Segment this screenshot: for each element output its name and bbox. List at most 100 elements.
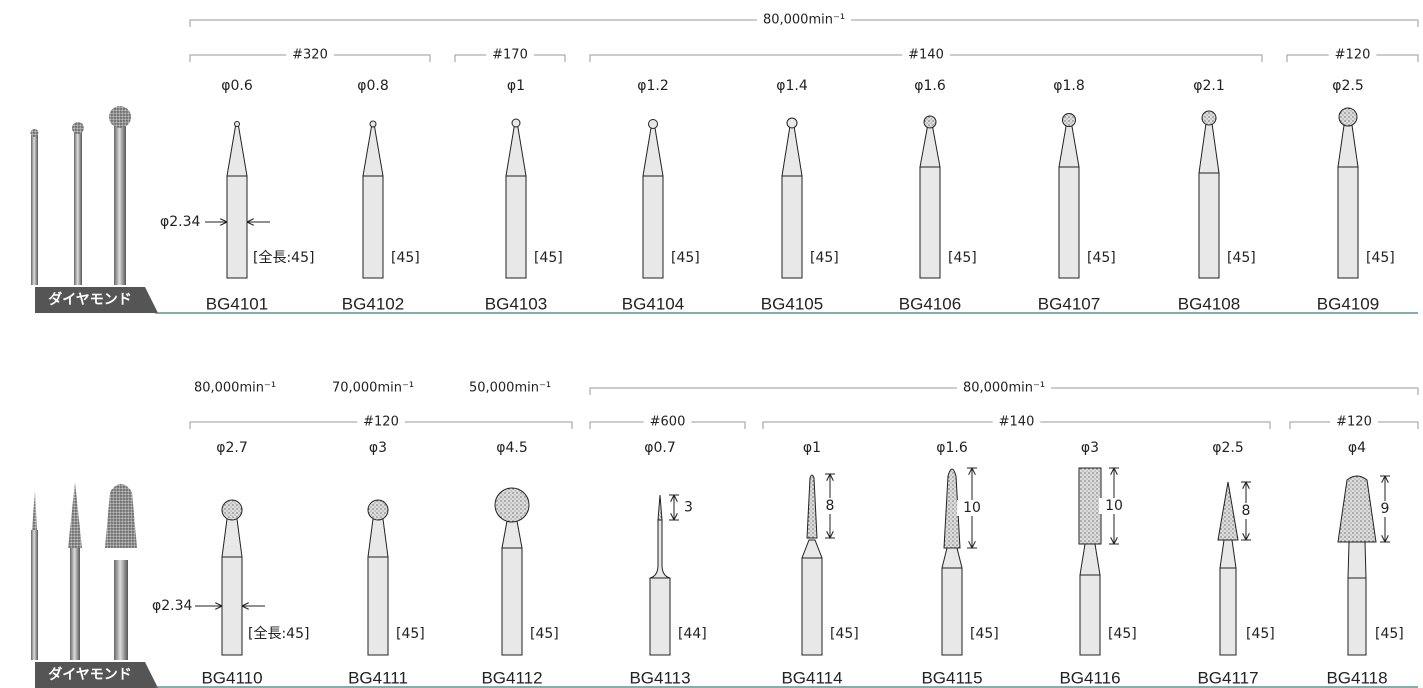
shank [1198, 172, 1220, 279]
shank [919, 166, 941, 279]
material-tag [35, 662, 158, 688]
neck [1198, 124, 1220, 174]
shank [362, 175, 384, 279]
product-code: BG4117 [1197, 668, 1258, 687]
label-bg [1328, 47, 1377, 63]
diameter: φ4 [1348, 440, 1366, 456]
shank [941, 567, 963, 656]
neck [801, 539, 823, 559]
neck [649, 519, 671, 579]
product-code: BG4103 [485, 294, 547, 313]
overall-length: [45] [970, 626, 999, 642]
shank [649, 577, 671, 656]
head-length: 10 [1105, 498, 1123, 514]
speed-label: 80,000min⁻¹ [194, 381, 276, 396]
shank [1219, 567, 1237, 656]
head [657, 494, 663, 521]
bracket-label: 80,000min⁻¹ [963, 381, 1045, 396]
product-code: BG4114 [781, 668, 842, 687]
overall-length: [45] [1227, 250, 1256, 266]
neck [1219, 539, 1237, 569]
neck [642, 127, 664, 177]
head [648, 119, 658, 129]
neck [1079, 543, 1101, 576]
bracket-label: #140 [999, 415, 1035, 430]
shank-diameter: φ2.34 [152, 598, 193, 614]
diameter: φ1.6 [936, 440, 968, 456]
product-code: BG4112 [481, 668, 542, 687]
neck [221, 518, 243, 558]
overall-length: [45] [1246, 626, 1275, 642]
head-length: 9 [1381, 501, 1390, 517]
head [806, 474, 818, 539]
diameter: φ1.6 [914, 78, 946, 94]
label-bg [1330, 414, 1378, 430]
product-code: BG4118 [1326, 668, 1387, 687]
shank [1058, 166, 1080, 279]
label-bg [756, 12, 852, 28]
head [1337, 475, 1377, 543]
diameter: φ2.7 [216, 440, 248, 456]
product-photo [31, 482, 137, 660]
product-code: BG4108 [1178, 294, 1240, 313]
neck [781, 127, 803, 177]
diameter: φ0.8 [357, 78, 389, 94]
overall-length: [45] [1375, 626, 1404, 642]
diameter: φ1.4 [776, 78, 808, 94]
label-bg [486, 47, 534, 63]
bracket-label: #600 [650, 415, 686, 430]
label-bg [819, 498, 841, 514]
label-bg [1099, 498, 1129, 514]
label-bg [992, 414, 1041, 430]
neck [1337, 125, 1359, 168]
head-length: 10 [963, 500, 981, 516]
neck [1347, 541, 1367, 579]
material-tag [35, 287, 158, 313]
overall-length: [全長:45] [248, 625, 309, 642]
head [1338, 107, 1358, 127]
overall-length: [45] [530, 626, 559, 642]
overall-length: [45] [830, 626, 859, 642]
product-code: BG4110 [201, 668, 262, 687]
head [369, 120, 377, 128]
neck [362, 126, 384, 177]
label-bg [1374, 501, 1396, 517]
label-bg [357, 414, 405, 430]
product-code: BG4105 [761, 294, 823, 313]
diameter: φ2.1 [1193, 78, 1225, 94]
shank [1347, 577, 1367, 656]
product-code: BG4101 [206, 294, 268, 313]
shank [1337, 166, 1359, 279]
bracket-label: #120 [1335, 48, 1371, 63]
overall-length: [45] [391, 250, 420, 266]
overall-length: [45] [948, 250, 977, 266]
neck [367, 518, 389, 558]
diameter: φ1.8 [1053, 78, 1085, 94]
material-label: ダイヤモンド [48, 666, 132, 683]
material-label: ダイヤモンド [48, 291, 132, 308]
label-bg [956, 380, 1052, 396]
label-bg [1235, 503, 1257, 519]
bracket-label: #170 [492, 48, 528, 63]
shank [781, 175, 803, 279]
speed-label: 50,000min⁻¹ [469, 381, 551, 396]
head [786, 117, 798, 129]
neck [501, 520, 523, 549]
diameter: φ0.7 [644, 440, 676, 456]
product-code: BG4111 [348, 668, 408, 687]
head-length: 3 [684, 500, 693, 516]
neck [919, 127, 941, 168]
diameter: φ2.5 [1212, 440, 1244, 456]
neck [1058, 125, 1080, 168]
label-bg [286, 47, 334, 63]
head [367, 499, 389, 521]
shank [221, 556, 243, 656]
overall-length: [45] [1108, 626, 1137, 642]
label-bg [902, 47, 950, 63]
diameter: φ4.5 [496, 440, 528, 456]
head [1062, 113, 1076, 127]
product-code: BG4106 [899, 294, 961, 313]
head-length: 8 [1242, 503, 1251, 519]
overall-length: [45] [534, 250, 563, 266]
